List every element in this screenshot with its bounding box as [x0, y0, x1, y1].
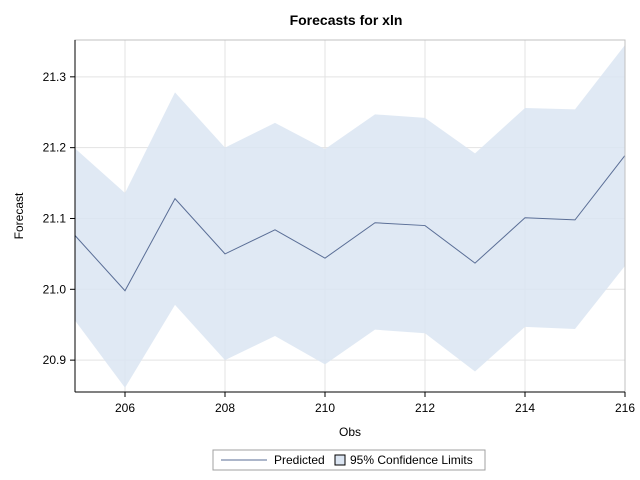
x-tick-label: 210	[315, 401, 335, 415]
y-tick-label: 21.3	[43, 70, 67, 84]
x-axis-label: Obs	[339, 425, 361, 439]
y-axis-label: Forecast	[12, 192, 26, 239]
confidence-band	[75, 44, 625, 388]
legend-predicted-label: Predicted	[274, 453, 325, 467]
x-tick-label: 216	[615, 401, 635, 415]
legend-confidence-label: 95% Confidence Limits	[350, 453, 473, 467]
y-tick-label: 20.9	[43, 353, 67, 367]
x-axis: 206 208 210 212 214 216	[75, 391, 635, 415]
legend-confidence-swatch	[334, 454, 346, 466]
chart-title: Forecasts for xln	[290, 12, 403, 28]
legend-box	[212, 449, 486, 471]
x-tick-label: 212	[415, 401, 435, 415]
predicted-line	[74, 155, 626, 292]
y-tick-label: 21.2	[43, 141, 67, 155]
x-tick-label: 206	[115, 401, 135, 415]
x-tick-label: 208	[215, 401, 235, 415]
x-tick-label: 214	[515, 401, 535, 415]
confidence-band-layer	[75, 44, 625, 388]
y-axis: 20.9 21.0 21.1 21.2 21.3	[43, 40, 76, 392]
predicted-line-layer	[74, 155, 626, 292]
y-tick-label: 21.1	[43, 211, 67, 225]
y-tick-label: 21.0	[43, 282, 67, 296]
plot-area: 206 208 210 212 214 216 20.9 21.0 21.1 21.2 21.3	[43, 39, 635, 415]
legend: Predicted 95% Confidence Limits	[212, 449, 486, 471]
